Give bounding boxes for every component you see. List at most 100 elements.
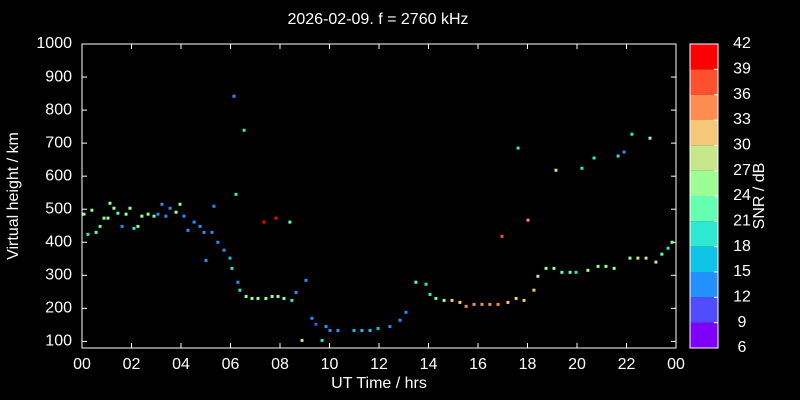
y-tick-label: 600 [45, 167, 72, 184]
colorbar-tick-label: 42 [733, 35, 751, 52]
echo-point [506, 300, 510, 304]
echo-point [398, 318, 402, 322]
colorbar-tick-label: 27 [733, 162, 751, 179]
echo-point [282, 296, 286, 300]
echo-point [428, 292, 432, 296]
echo-point [480, 302, 484, 306]
plot-frame [81, 43, 677, 349]
echo-point [156, 212, 160, 216]
colorbar-tick-label: 15 [733, 263, 751, 280]
echo-point [536, 274, 540, 278]
echo-point [554, 168, 558, 172]
colorbar-bin [690, 69, 718, 95]
y-tick-label: 500 [45, 200, 72, 217]
echo-point [560, 270, 564, 274]
echo-point [244, 294, 248, 298]
echo-point [496, 302, 500, 306]
echo-point [274, 216, 278, 220]
echo-point [526, 218, 530, 222]
echo-point [262, 220, 266, 224]
echo-point [666, 246, 670, 250]
colorbar-bin [690, 196, 718, 222]
echo-point [442, 298, 446, 302]
colorbar-tick-label: 24 [733, 187, 751, 204]
echo-point [168, 206, 172, 210]
x-tick-label: 02 [123, 356, 141, 373]
colorbar-bin [690, 145, 718, 171]
echo-point [212, 204, 216, 208]
colorbar-bin [690, 272, 718, 298]
echo-point [102, 216, 106, 220]
echo-point [236, 280, 240, 284]
x-tick-label: 00 [667, 356, 685, 373]
echo-point [628, 256, 632, 260]
echo-point [544, 266, 548, 270]
echo-point [140, 214, 144, 218]
echo-point [146, 212, 150, 216]
echo-point [300, 338, 304, 342]
echo-point [232, 94, 236, 98]
echo-point [210, 230, 214, 234]
colorbar-bin [690, 44, 718, 70]
x-tick-label: 04 [172, 356, 190, 373]
colorbar-bin [690, 322, 718, 348]
echo-point [500, 234, 504, 238]
echo-point [94, 230, 98, 234]
colorbar-bin [690, 246, 718, 272]
colorbar-tick-label: 12 [733, 289, 751, 306]
echo-point [654, 260, 658, 264]
echo-point [314, 322, 318, 326]
colorbar-tick-label: 30 [733, 137, 751, 154]
echo-point [458, 300, 462, 304]
echo-point [198, 224, 202, 228]
echo-point [622, 150, 626, 154]
y-tick-label: 900 [45, 68, 72, 85]
echo-point [276, 294, 280, 298]
echo-point [120, 224, 124, 228]
echo-point [234, 192, 238, 196]
x-tick-label: 14 [420, 356, 438, 373]
echo-point [86, 232, 90, 236]
echo-point [414, 280, 418, 284]
echo-point [532, 288, 536, 292]
echo-point [612, 266, 616, 270]
echo-point [178, 202, 182, 206]
y-tick-label: 400 [45, 233, 72, 250]
x-tick-label: 18 [519, 356, 537, 373]
y-tick-label: 200 [45, 300, 72, 317]
echo-point [290, 298, 294, 302]
echo-point [376, 327, 380, 331]
echo-point [288, 220, 292, 224]
echo-point [328, 328, 332, 332]
echo-point [488, 302, 492, 306]
colorbar-bin [690, 170, 718, 196]
colorbar-bin [690, 221, 718, 247]
echo-point [368, 328, 372, 332]
echo-point [336, 328, 340, 332]
x-tick-label: 10 [321, 356, 339, 373]
echo-point [228, 256, 232, 260]
echo-point [644, 256, 648, 260]
echo-point [434, 296, 438, 300]
echo-point [128, 206, 132, 210]
echo-point [464, 304, 468, 308]
echo-point [182, 214, 186, 218]
echo-point [164, 214, 168, 218]
echo-point [108, 201, 112, 205]
echo-point [616, 154, 620, 158]
y-tick-label: 1000 [36, 35, 72, 52]
echo-point [604, 264, 608, 268]
colorbar-tick-label: 21 [733, 213, 751, 230]
echo-point [660, 252, 664, 256]
echo-point [424, 282, 428, 286]
echo-point [216, 240, 220, 244]
echo-point [636, 256, 640, 260]
echo-point [250, 296, 254, 300]
echo-point [204, 258, 208, 262]
chart-title: 2026-02-09. f = 2760 kHz [287, 11, 468, 28]
echo-point [152, 214, 156, 218]
echo-point [112, 206, 116, 210]
echo-point [580, 166, 584, 170]
colorbar-tick-label: 18 [733, 238, 751, 255]
